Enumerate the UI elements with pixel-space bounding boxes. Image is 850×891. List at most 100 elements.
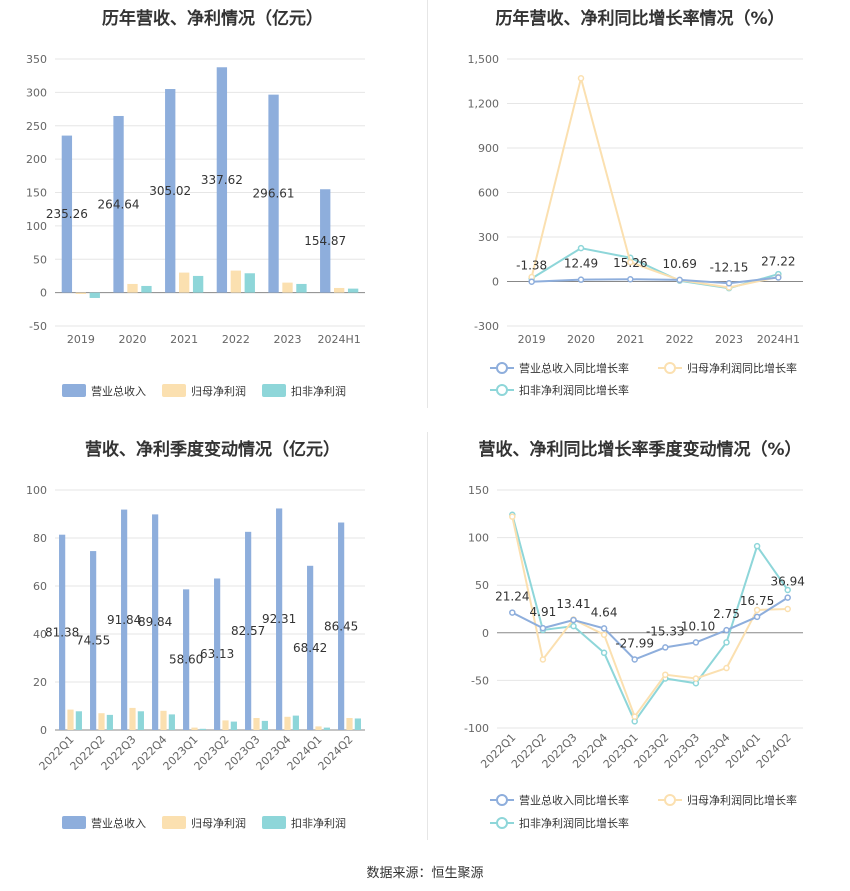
- bar-1: [334, 287, 345, 293]
- data-label: 36.94: [771, 575, 805, 589]
- x-tick-label: 2024H1: [318, 333, 361, 346]
- legend-swatch: [162, 816, 186, 829]
- data-point-1: [662, 671, 669, 678]
- x-tick-label: 2019: [518, 333, 546, 346]
- data-point-0: [725, 280, 733, 287]
- data-point-0: [753, 613, 761, 621]
- annual-growth-line-chart: -300 0 300 600 900 1,200 1,500 2019 2020 2021 2022…: [468, 53, 803, 397]
- legend-swatch: [262, 384, 286, 397]
- y-tick-label: -300: [474, 320, 499, 333]
- bar-2: [106, 714, 113, 730]
- data-label: 81.38: [45, 625, 79, 639]
- bar-1: [191, 727, 198, 730]
- chart-title: 历年营收、净利情况（亿元）: [102, 9, 323, 29]
- data-point-1: [753, 606, 761, 614]
- data-label: -27.99: [615, 636, 654, 650]
- data-label: -12.15: [710, 260, 749, 274]
- legend-label: 营业总收入: [91, 384, 146, 398]
- y-tick-label: 0: [40, 724, 47, 737]
- data-point-1: [627, 258, 634, 266]
- y-tick-label: 300: [26, 86, 47, 99]
- x-tick-label: 2022: [666, 333, 694, 346]
- y-tick-label: -100: [464, 722, 489, 735]
- data-point-1: [723, 664, 730, 672]
- y-tick-label: 0: [492, 276, 499, 289]
- quarterly-growth-line-chart: -100-500501001502022Q12022Q22022Q32022Q4…: [464, 484, 805, 830]
- y-tick-label: 150: [26, 187, 47, 200]
- y-tick-label: 200: [26, 153, 47, 166]
- bar-1: [160, 710, 167, 730]
- chart-title: 历年营收、净利同比增长率情况（%）: [495, 9, 785, 29]
- bar-2: [89, 292, 100, 298]
- bar-0: [113, 115, 124, 293]
- data-label: 15.26: [613, 256, 647, 270]
- data-label: 68.42: [293, 641, 327, 655]
- bar-0: [338, 522, 345, 730]
- data-point-2: [723, 639, 730, 646]
- y-tick-label: 50: [33, 253, 47, 266]
- x-tick-label: 2023: [715, 333, 743, 346]
- y-tick-label: 100: [26, 484, 47, 497]
- data-label: 21.24: [495, 590, 529, 604]
- data-label: 91.84: [107, 613, 141, 627]
- vertical-divider: [427, 0, 428, 408]
- data-label: 4.64: [591, 605, 618, 619]
- data-point-0: [539, 624, 547, 632]
- bar-0: [307, 565, 314, 730]
- bar-1: [253, 718, 260, 730]
- y-tick-label: 1,200: [468, 98, 500, 111]
- data-label: 337.62: [201, 173, 243, 187]
- bar-2: [75, 711, 82, 730]
- legend-swatch: [62, 816, 86, 829]
- x-tick-label: 2019: [67, 333, 95, 346]
- data-point-0: [509, 609, 516, 616]
- legend-swatch: [262, 816, 286, 829]
- x-tick-label: 2021: [170, 333, 198, 346]
- bar-0: [214, 578, 221, 730]
- x-tick-label: 2020: [567, 333, 595, 346]
- legend-label: 扣非净利润同比增长率: [519, 816, 629, 830]
- quarterly-bar-chart: 0204060801002022Q12022Q22022Q32022Q42023…: [26, 484, 365, 830]
- y-tick-label: 20: [33, 676, 47, 689]
- data-point-0: [775, 274, 782, 281]
- data-point-0: [692, 639, 700, 646]
- panel-quarterly-revenue-profit: 营收、净利季度变动情况（亿元） 0 20 40 60 80 100 2022Q1 2022Q2…: [0, 428, 425, 848]
- data-label: 305.02: [149, 184, 191, 198]
- bar-1: [179, 272, 190, 293]
- data-point-0: [627, 275, 634, 283]
- data-label: 74.55: [76, 634, 110, 648]
- chart-title: 营收、净利季度变动情况（亿元）: [85, 440, 340, 460]
- data-point-1: [784, 605, 791, 613]
- data-point-0: [723, 626, 730, 634]
- data-point-2: [577, 244, 585, 252]
- bar-2: [244, 273, 255, 293]
- legend-label: 归母净利润同比增长率: [687, 361, 797, 375]
- data-label: 58.60: [169, 653, 203, 667]
- data-source-note: 数据来源：恒生聚源: [366, 866, 484, 881]
- data-point-0: [631, 656, 638, 663]
- legend-label: 扣非净利润: [291, 816, 346, 830]
- y-tick-label: 900: [478, 142, 499, 155]
- series-line-0: [531, 276, 779, 285]
- data-point-1: [631, 713, 638, 720]
- legend-label: 归母净利润: [191, 816, 246, 830]
- data-point-2: [784, 586, 791, 594]
- chart-title: 营收、净利同比增长率季度变动情况（%）: [478, 440, 802, 460]
- bar-2: [292, 715, 299, 730]
- x-tick-label: 2020: [119, 333, 147, 346]
- bar-0: [268, 94, 279, 293]
- y-tick-label: 600: [478, 187, 499, 200]
- x-tick-label: 2022: [222, 333, 250, 346]
- legend-marker: [664, 362, 676, 374]
- bar-1: [98, 713, 105, 730]
- bar-2: [137, 711, 144, 730]
- bar-2: [192, 275, 204, 293]
- legend-swatch: [62, 384, 86, 397]
- y-tick-label: 1,500: [468, 53, 500, 66]
- bar-1: [282, 282, 293, 293]
- data-point-1: [600, 631, 608, 638]
- x-tick-label: 2023: [274, 333, 302, 346]
- bar-1: [67, 709, 74, 730]
- data-point-2: [753, 542, 761, 550]
- y-tick-label: 350: [26, 53, 47, 66]
